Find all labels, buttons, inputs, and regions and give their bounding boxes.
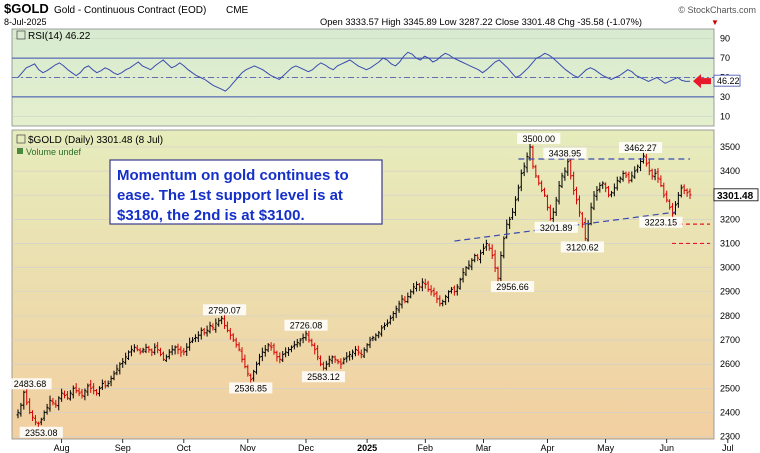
price-annotation: 3438.95 [549,149,582,159]
x-tick-label: Jul [722,443,734,453]
price-tick-label: 2800 [720,311,740,321]
commentary-text: Momentum on gold continues to ease. The 1… [117,167,349,224]
date-label: 8-Jul-2025 [4,17,47,27]
price-tick-label: 2400 [720,407,740,417]
price-tick-label: 3500 [720,142,740,152]
annotation-bg [490,281,535,293]
volume-label: Volume undef [26,147,82,157]
rsi-line [17,51,691,92]
change-arrow: ▼ [711,18,719,27]
watermark: © StockCharts.com [678,5,756,15]
annotation-bg [284,319,328,331]
x-tick-label: Aug [54,443,70,453]
x-tick-label: Dec [298,443,315,453]
rsi-tick-label: 30 [720,92,730,102]
annotation-bg [19,426,63,438]
x-tick-label: Mar [476,443,492,453]
symbol-title: $GOLD [4,1,49,16]
annotation-bg [517,132,561,144]
price-bars [16,143,692,429]
price-annotation: 2956.66 [496,282,529,292]
x-axis: Aug Sep Oct Nov Dec 2025 Feb Mar Apr May Jun Jul [54,439,734,453]
price-tick-label: 2300 [720,432,740,442]
x-tick-label: Oct [177,443,192,453]
last-price-tag: 3301.48 [713,188,759,202]
price-annotation: 2353.08 [25,428,58,438]
price-tick-label: 3400 [720,166,740,176]
ohlc-readout: Open 3333.57 High 3345.89 Low 3287.22 Cl… [320,17,642,27]
instrument-name: Gold - Continuous Contract (EOD) [54,5,206,16]
annotation-bg [560,241,604,253]
rsi-arrow-icon [693,74,711,89]
price-tick-label: 2600 [720,359,740,369]
x-tick-label: Feb [418,443,434,453]
exchange-label: CME [226,5,249,16]
x-tick-label: Apr [540,443,554,453]
price-axis: 2300 2400 2500 2600 2700 2800 2900 3000 3100 3200… [720,142,740,442]
annotation-bg [301,371,346,383]
rsi-tick-label: 90 [720,34,730,44]
annotation-bg [543,147,587,159]
x-tick-label: Sep [115,443,131,453]
price-annotation: 3462.27 [624,143,657,153]
price-tick-label: 3200 [720,214,740,224]
annotation-bg [639,216,683,228]
rsi-tick-label: 10 [720,111,730,121]
annotation-bg [618,142,663,154]
price-annotation: 3500.00 [522,134,555,144]
price-annotation: 2536.85 [234,383,267,393]
price-annotation: 2483.68 [14,379,47,389]
price-tick-label: 2500 [720,383,740,393]
price-annotation: 2726.08 [290,321,323,331]
price-tick-label: 2700 [720,335,740,345]
annotation-bg [8,378,52,390]
commentary-line: ease. The 1st support level is at [117,187,343,204]
annotation-bg [229,382,273,394]
x-tick-label: 2025 [357,443,377,453]
rsi-last-value: 46.22 [717,76,740,86]
rsi-tick-label: 70 [720,53,730,63]
price-annotation: 3223.15 [645,218,678,228]
rsi-legend: RSI(14) 46.22 [16,30,91,42]
price-tick-label: 2900 [720,287,740,297]
price-tick-label: 3000 [720,263,740,273]
rsi-label: RSI(14) 46.22 [28,31,91,42]
rsi-grid [12,38,714,117]
price-tick-label: 3100 [720,238,740,248]
commentary-box: Momentum on gold continues to ease. The 1… [109,159,383,225]
price-annotations: 2483.68 2353.08 2790.07 2536.85 2726.08 2583.… [8,132,683,438]
arrow-shape [693,74,711,89]
last-price-value: 3301.48 [717,191,754,202]
price-annotation: 2583.12 [307,372,340,382]
price-annotation: 3120.62 [566,242,599,252]
price-legend: $GOLD (Daily) 3301.48 (8 Jul) Volume und… [16,134,163,157]
annotation-bg [202,304,247,316]
commentary-line: $3180, the 2nd is at $3100. [117,207,305,224]
commentary-line: Momentum on gold continues to [117,167,349,184]
x-tick-label: May [597,443,615,453]
x-tick-label: Nov [240,443,257,453]
price-label: $GOLD (Daily) 3301.48 (8 Jul) [28,135,163,146]
price-annotation: 3201.89 [540,223,573,233]
rsi-last-value-tag: 46.22 [713,74,741,87]
annotation-bg [534,221,578,233]
price-annotation: 2790.07 [208,305,241,315]
x-tick-label: Jun [659,443,674,453]
